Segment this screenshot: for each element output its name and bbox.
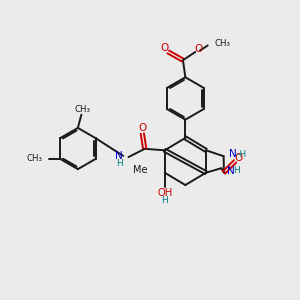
Text: –H: –H <box>236 150 247 159</box>
Text: N: N <box>226 166 234 176</box>
Text: OH: OH <box>157 188 172 198</box>
Text: H: H <box>161 196 168 205</box>
Text: H: H <box>234 166 240 175</box>
Text: O: O <box>195 44 203 54</box>
Text: CH₃: CH₃ <box>214 39 230 48</box>
Text: CH₃: CH₃ <box>26 154 42 163</box>
Text: N: N <box>229 149 237 159</box>
Text: N: N <box>116 151 123 161</box>
Text: Me: Me <box>134 165 148 175</box>
Text: O: O <box>160 44 169 53</box>
Text: O: O <box>235 153 243 164</box>
Text: O: O <box>138 123 146 133</box>
Text: CH₃: CH₃ <box>75 105 91 114</box>
Text: H: H <box>116 159 123 168</box>
